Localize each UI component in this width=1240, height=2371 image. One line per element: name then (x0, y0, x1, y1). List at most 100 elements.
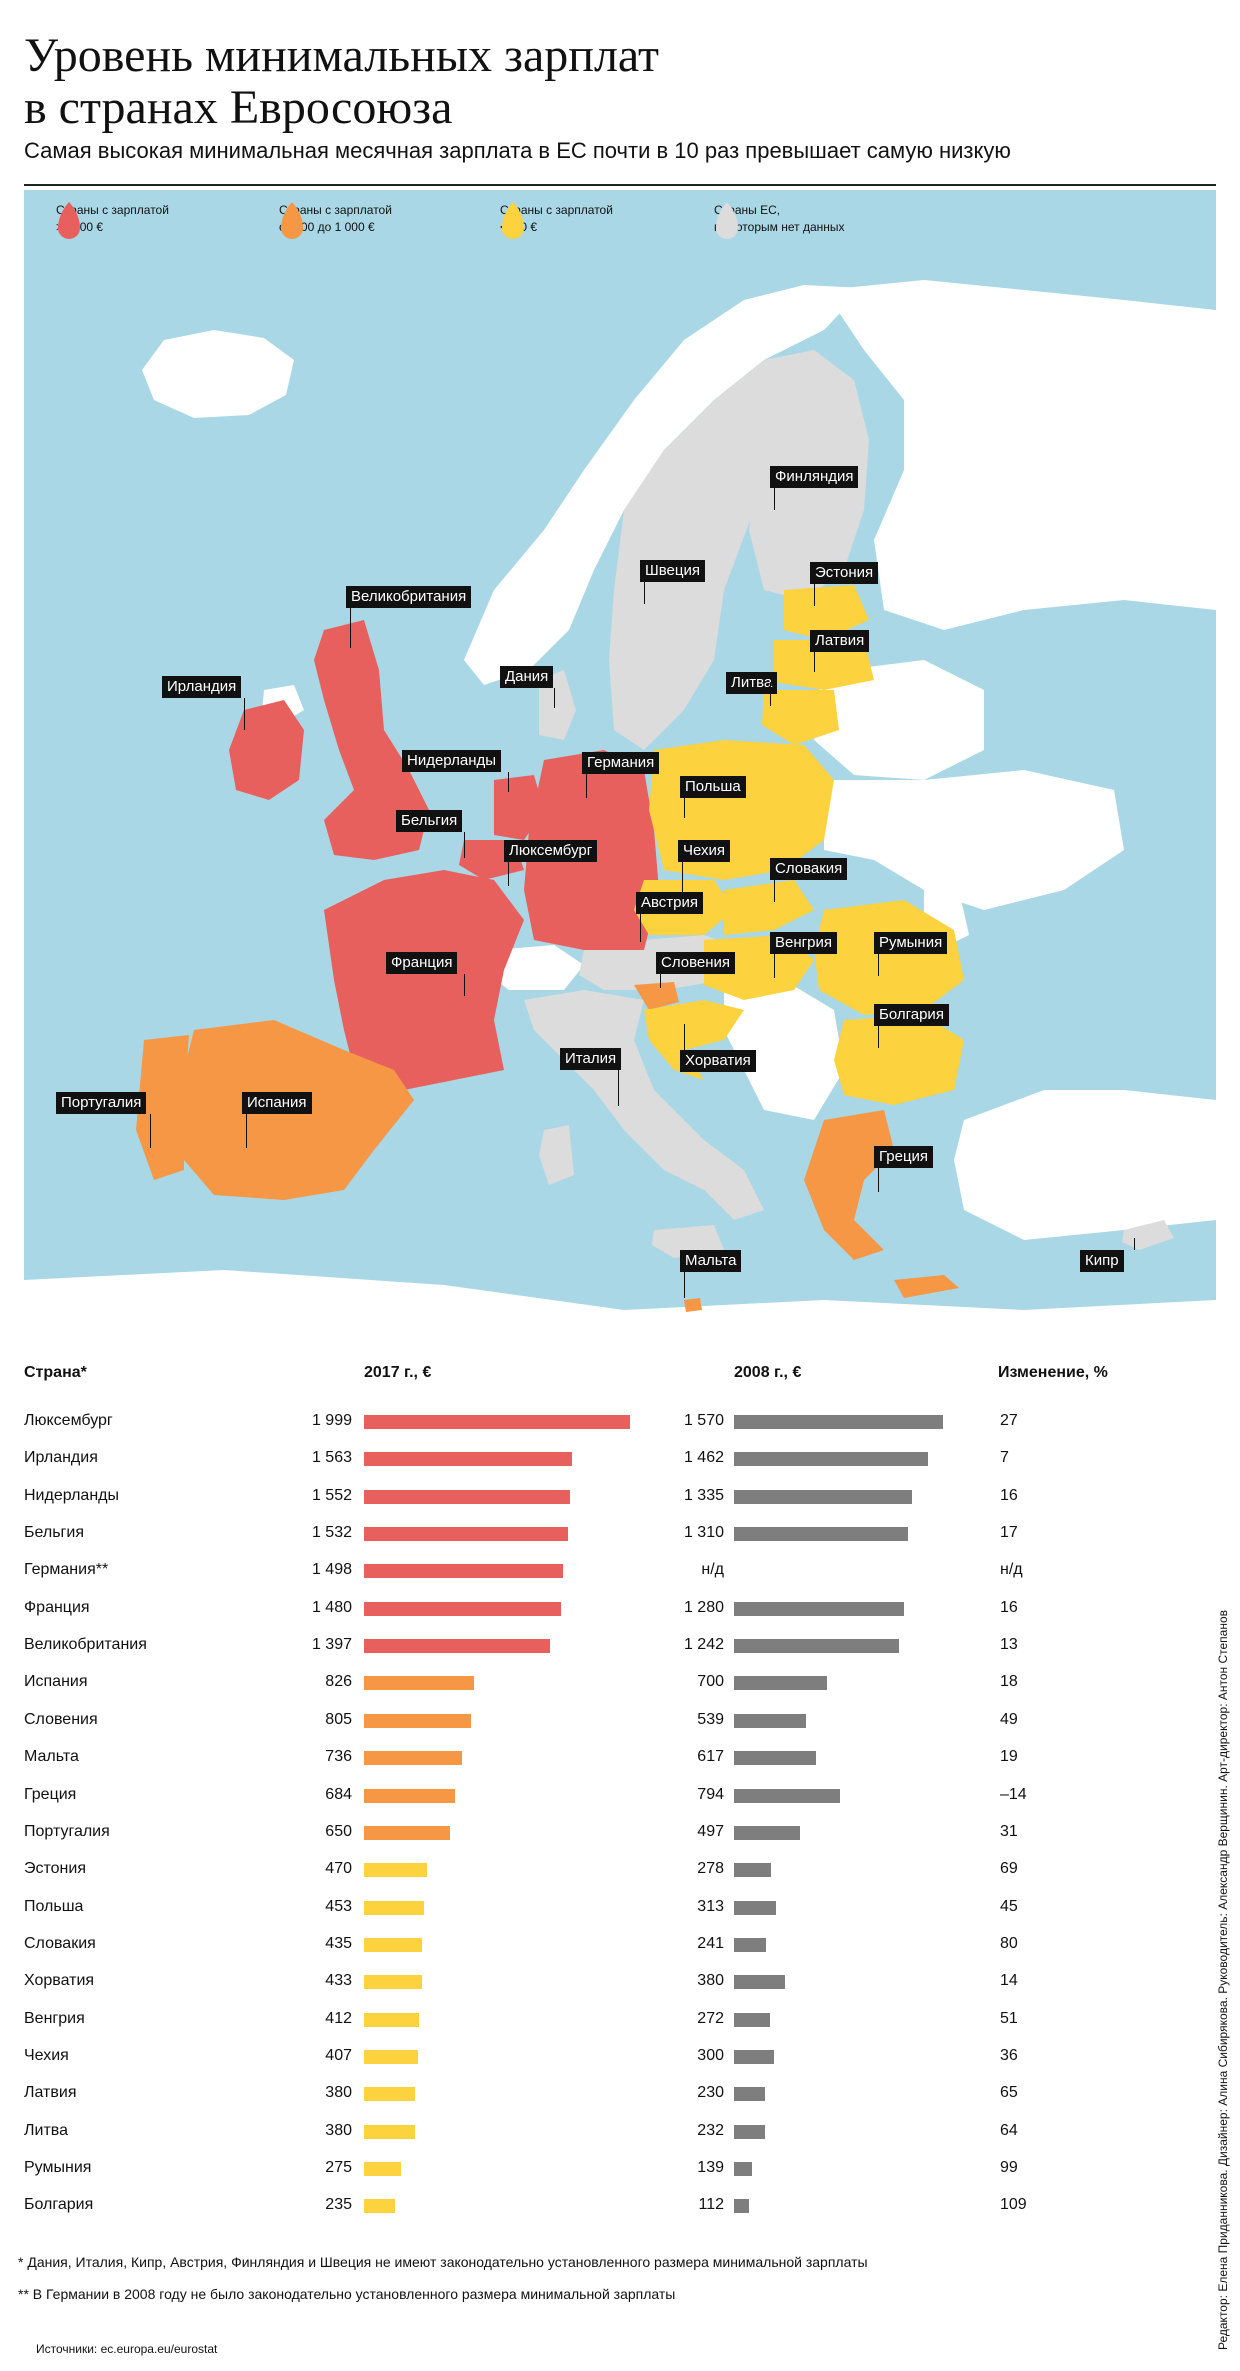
bar-2017 (364, 1452, 572, 1466)
slovakia-shape (724, 880, 814, 935)
cyprus-shape (1122, 1220, 1174, 1250)
value-2008: 1 570 (683, 1412, 724, 1429)
change-percent: 99 (1000, 2159, 1018, 2176)
value-2017: 1 563 (311, 1449, 352, 1466)
country-name: Румыния (24, 2159, 92, 2176)
bar-2008 (734, 1639, 899, 1653)
map-label-belgium: Бельгия (396, 810, 463, 832)
change-percent: 80 (1000, 1935, 1018, 1952)
ukraine-shape (824, 770, 1124, 910)
bar-2008 (734, 1452, 928, 1466)
map-tick-latvia (814, 652, 815, 672)
change-percent: 19 (1000, 1748, 1018, 1765)
legend-item-mid: Страны с зарплатой от 500 до 1 000 € (279, 202, 392, 239)
map-label-romania: Румыния (874, 932, 948, 954)
sardinia-shape (539, 1125, 574, 1185)
country-name: Великобритания (24, 1636, 147, 1653)
value-2017: 275 (325, 2159, 352, 2176)
map-label-uk: Великобритания (346, 586, 472, 608)
map-label-italy: Италия (560, 1048, 622, 1070)
country-name: Чехия (24, 2047, 69, 2064)
value-2017: 412 (325, 2010, 352, 2027)
country-name: Ирландия (24, 1449, 98, 1466)
country-name: Люксембург (24, 1412, 113, 1429)
country-name: Хорватия (24, 1972, 95, 1989)
italy-shape (524, 990, 764, 1220)
map-label-malta: Мальта (680, 1250, 742, 1272)
value-2017: 407 (325, 2047, 352, 2064)
legend-label-nodata: Страны ЕС, по которым нет данных (714, 203, 845, 234)
bar-2017 (364, 1751, 462, 1765)
map-tick-bulgaria (878, 1026, 879, 1048)
value-2017: 650 (325, 1823, 352, 1840)
map-tick-slovenia (660, 974, 661, 988)
country-name: Германия** (24, 1561, 109, 1578)
value-2008: 230 (697, 2084, 724, 2101)
ireland-shape (229, 700, 304, 800)
map-tick-netherlands (508, 772, 509, 792)
bar-2008 (734, 2125, 765, 2139)
value-2008: 380 (697, 1972, 724, 1989)
value-2008: 1 242 (683, 1636, 724, 1653)
map-tick-sweden (644, 582, 645, 604)
bar-2008 (734, 2050, 774, 2064)
map-label-netherlands: Нидерланды (402, 750, 502, 772)
value-2017: 684 (325, 1786, 352, 1803)
value-2008: 300 (697, 2047, 724, 2064)
bar-2017 (364, 1490, 570, 1504)
value-2008: 1 462 (683, 1449, 724, 1466)
value-2008: 1 280 (683, 1599, 724, 1616)
change-percent: 64 (1000, 2122, 1018, 2139)
pin-red-icon (58, 202, 80, 239)
change-percent: 7 (1000, 1449, 1009, 1466)
map-label-austria: Австрия (636, 892, 704, 914)
croatia-shape (644, 1000, 744, 1080)
page-title: Уровень минимальных зарплат в странах Ев… (24, 30, 659, 134)
map-tick-belgium (464, 832, 465, 858)
country-name: Болгария (24, 2196, 94, 2213)
map-label-czechia: Чехия (678, 840, 731, 862)
map-tick-denmark (554, 688, 555, 708)
map-tick-france (464, 974, 465, 996)
iceland-shape (142, 330, 294, 418)
country-name: Эстония (24, 1860, 86, 1877)
page-subtitle: Самая высокая минимальная месячная зарпл… (24, 138, 1011, 163)
bar-2008 (734, 1602, 904, 1616)
value-2017: 1 532 (311, 1524, 352, 1541)
bar-2008 (734, 1676, 827, 1690)
title-divider (24, 184, 1216, 186)
col-header-country: Страна* (24, 1364, 87, 1381)
change-percent: 69 (1000, 1860, 1018, 1877)
country-name: Греция (24, 1786, 77, 1803)
value-2017: 1 552 (311, 1487, 352, 1504)
bar-2008 (734, 1938, 766, 1952)
sicily-shape (652, 1225, 724, 1258)
bar-2017 (364, 1676, 474, 1690)
bar-2017 (364, 2162, 401, 2176)
turkey-shape (954, 1090, 1216, 1240)
value-2017: 380 (325, 2122, 352, 2139)
country-name: Испания (24, 1673, 88, 1690)
pin-orange-icon (281, 202, 303, 239)
bar-2017 (364, 1789, 455, 1803)
map-tick-finland (774, 488, 775, 510)
country-name: Нидерланды (24, 1487, 119, 1504)
value-2008: 1 335 (683, 1487, 724, 1504)
value-2008: 112 (698, 2196, 724, 2213)
map-label-luxembourg: Люксембург (504, 840, 598, 862)
map-tick-lithuania (770, 682, 771, 706)
change-percent: 18 (1000, 1673, 1018, 1690)
value-2017: 435 (325, 1935, 352, 1952)
map-tick-cyprus (1134, 1238, 1135, 1250)
value-2017: 453 (325, 1898, 352, 1915)
bar-2008 (734, 2013, 770, 2027)
belarus-shape (814, 660, 984, 780)
bar-2017 (364, 2125, 415, 2139)
sources-note: Источники: ec.europa.eu/eurostat (36, 2342, 218, 2356)
country-name: Бельгия (24, 1524, 84, 1541)
footnote-2: ** В Германии в 2008 году не было законо… (18, 2286, 676, 2302)
value-2008: 794 (697, 1786, 724, 1803)
bar-2008 (734, 1789, 840, 1803)
value-2008: 617 (697, 1748, 724, 1765)
value-2017: 1 397 (311, 1636, 352, 1653)
